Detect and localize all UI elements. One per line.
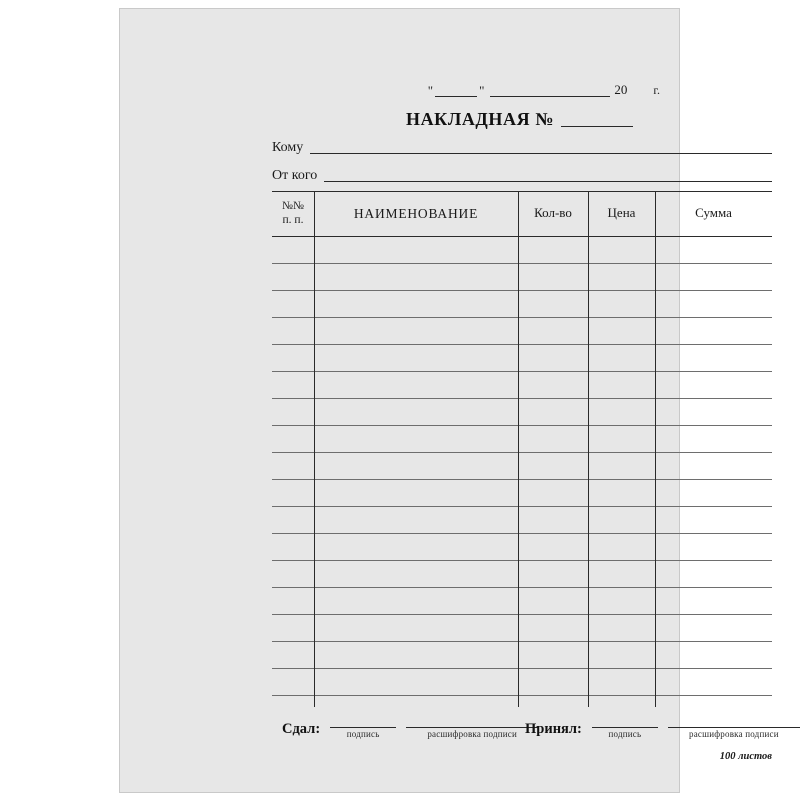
paper-sheet: " " 20 г. НАКЛАДНАЯ № Кому От кого №№ п.… <box>119 8 800 793</box>
table-top-border <box>272 191 772 192</box>
table-row-line <box>272 479 772 480</box>
table-row-line <box>272 506 772 507</box>
table-row-line <box>272 425 772 426</box>
signature-footer: Сдал: подпись расшифровка подписи Принял… <box>272 721 800 755</box>
table-row-line <box>272 398 772 399</box>
handed-over-signature-field[interactable]: подпись <box>330 727 397 739</box>
table-row-line <box>272 614 772 615</box>
table-row-line <box>272 695 772 696</box>
table-header-separator <box>272 236 772 237</box>
table-column-divider-3 <box>588 191 589 707</box>
year-prefix: 20 <box>614 82 628 97</box>
table-row-line <box>272 317 772 318</box>
year-suffix: г. <box>653 83 660 97</box>
month-blank-field[interactable] <box>490 96 611 97</box>
handed-over-decoding-rule <box>406 727 539 728</box>
table-column-divider-1 <box>314 191 315 707</box>
handed-over-decoding-field[interactable]: расшифровка подписи <box>406 727 539 739</box>
table-row-line <box>272 587 772 588</box>
table-header-price: Цена <box>588 191 655 236</box>
invoice-number-blank-field[interactable] <box>561 126 634 127</box>
handed-over-signature-caption: подпись <box>346 729 380 739</box>
items-table: №№ п. п. НАИМЕНОВАНИЕ Кол-во Цена Сумма <box>272 191 772 707</box>
page-title-text: НАКЛАДНАЯ № <box>405 109 555 129</box>
handed-over-signature-rule <box>330 727 397 728</box>
table-header-num-line1: №№ <box>282 200 304 213</box>
table-row-line <box>272 263 772 264</box>
table-header-sum-line1: Сумма <box>695 205 732 221</box>
table-row-line <box>272 641 772 642</box>
page-title: НАКЛАДНАЯ № <box>239 109 800 130</box>
received-signature-caption: подпись <box>608 729 642 739</box>
received-label: Принял: <box>525 721 582 737</box>
table-header-num-line2: п. п. <box>282 213 304 226</box>
received-signature-rule <box>591 727 658 728</box>
handed-over-group: Сдал: подпись расшифровка подписи <box>282 721 539 739</box>
received-signature-field[interactable]: подпись <box>591 727 658 739</box>
received-decoding-caption: расшифровка подписи <box>689 729 779 739</box>
table-header-qty-line1: Кол-во <box>534 205 572 221</box>
addressee-to-label: Кому <box>272 140 304 155</box>
received-group: Принял: подпись расшифровка подписи <box>525 721 800 739</box>
handed-over-decoding-caption: расшифровка подписи <box>427 729 517 739</box>
table-column-divider-4 <box>655 191 656 707</box>
table-row-line <box>272 452 772 453</box>
addressee-to-row: Кому <box>272 137 772 157</box>
quote-close: " <box>479 83 485 98</box>
day-blank-field[interactable] <box>435 96 478 97</box>
addressee-from-row: От кого <box>272 165 772 185</box>
table-header-price-line1: Цена <box>607 205 636 221</box>
table-header-qty: Кол-во <box>518 191 588 236</box>
date-line: " " 20 г. <box>410 77 660 99</box>
table-header-sum: Сумма <box>655 191 772 236</box>
table-row-line <box>272 560 772 561</box>
table-row-line <box>272 344 772 345</box>
table-header-num: №№ п. п. <box>272 191 314 236</box>
addressee-to-blank-field[interactable] <box>310 153 772 154</box>
table-header-name: НАИМЕНОВАНИЕ <box>314 191 518 236</box>
table-row-line <box>272 668 772 669</box>
received-decoding-field[interactable]: расшифровка подписи <box>667 727 800 739</box>
handed-over-label: Сдал: <box>282 721 321 737</box>
sheets-count: 100 листов <box>719 751 772 762</box>
addressee-from-blank-field[interactable] <box>324 181 772 182</box>
table-header-name-line1: НАИМЕНОВАНИЕ <box>353 205 479 221</box>
table-row-line <box>272 371 772 372</box>
quote-open: " <box>427 83 434 98</box>
addressee-from-label: От кого <box>272 168 318 183</box>
received-decoding-rule <box>667 727 800 728</box>
table-column-divider-2 <box>518 191 519 707</box>
table-row-line <box>272 290 772 291</box>
table-row-line <box>272 533 772 534</box>
